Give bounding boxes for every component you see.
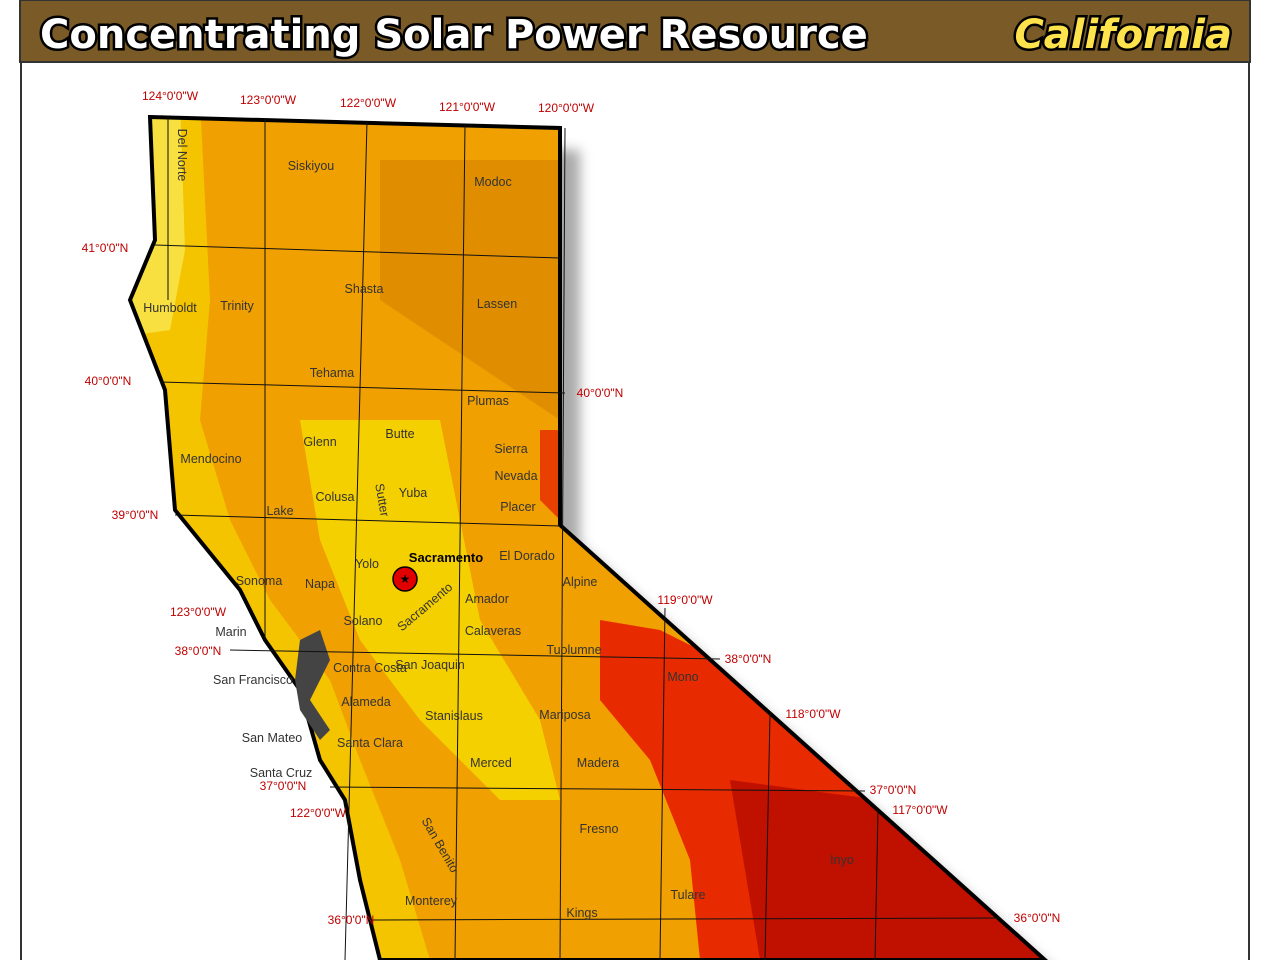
county-label: Mariposa — [539, 708, 590, 722]
header-bar — [19, 0, 1251, 63]
zone-dark-red — [730, 780, 1045, 960]
county-label: Plumas — [467, 394, 509, 408]
coordinate-label: 123°0'0"W — [240, 93, 297, 107]
county-label: Nevada — [494, 469, 537, 483]
county-label: Calaveras — [465, 624, 521, 638]
county-label: San Mateo — [242, 731, 303, 745]
coordinate-label: 119°0'0"W — [657, 593, 713, 607]
county-label: San Joaquin — [395, 658, 465, 672]
county-label: Monterey — [405, 894, 458, 908]
county-label: Alpine — [563, 575, 598, 589]
title: Concentrating Solar Power Resource — [40, 12, 868, 58]
coordinate-label: 37°0'0"N — [260, 779, 307, 793]
county-label: El Dorado — [499, 549, 555, 563]
county-label: Siskiyou — [288, 159, 335, 173]
county-label: San Francisco — [213, 673, 293, 687]
county-label: Tulare — [671, 888, 706, 902]
coordinate-label: 37°0'0"N — [870, 783, 917, 797]
county-label: Shasta — [345, 282, 384, 296]
coordinate-label: 120°0'0"W — [538, 101, 595, 115]
region: California — [1014, 12, 1232, 58]
county-label: Colusa — [316, 490, 355, 504]
county-label: Mono — [667, 670, 698, 684]
county-label: Tehama — [310, 366, 355, 380]
coordinate-label: 41°0'0"N — [82, 241, 129, 255]
county-label: Glenn — [303, 435, 336, 449]
county-label: Contra Costa — [333, 661, 407, 675]
zone-yellow-valley — [300, 420, 560, 800]
coordinate-label: 124°0'0"W — [142, 89, 199, 103]
county-label: Modoc — [474, 175, 512, 189]
county-label: Kings — [566, 906, 597, 920]
zone-red — [540, 430, 560, 520]
county-label: Tuolumne — [546, 643, 601, 657]
coordinate-label: 40°0'0"N — [85, 374, 132, 388]
county-label: Mendocino — [180, 452, 241, 466]
coordinate-label: 36°0'0"N — [1014, 911, 1061, 925]
coordinate-label: 38°0'0"N — [725, 652, 772, 666]
coordinate-label: 36°0'0"N — [328, 913, 375, 927]
county-label: Marin — [215, 625, 246, 639]
zone-dark-orange — [380, 160, 560, 420]
coordinate-label: 123°0'0"W — [170, 605, 227, 619]
coordinate-label: 121°0'0"W — [439, 100, 496, 114]
county-label: Humboldt — [143, 301, 197, 315]
county-label: Madera — [577, 756, 619, 770]
county-label: Stanislaus — [425, 709, 483, 723]
county-label: Santa Clara — [337, 736, 403, 750]
county-label: Yuba — [399, 486, 428, 500]
county-label: Butte — [385, 427, 414, 441]
coordinate-label: 38°0'0"N — [175, 644, 222, 658]
coordinate-label: 39°0'0"N — [112, 508, 159, 522]
coordinate-label: 118°0'0"W — [785, 707, 841, 721]
county-label: Del Norte — [175, 129, 189, 182]
coordinate-label: 40°0'0"N — [577, 386, 624, 400]
county-label: Fresno — [580, 822, 619, 836]
county-label: Sutter — [372, 482, 392, 517]
coordinate-label: 122°0'0"W — [340, 96, 397, 110]
capital-star: ★ — [400, 572, 411, 586]
bay — [295, 630, 330, 740]
graticule — [154, 117, 1001, 960]
county-label: Amador — [465, 592, 509, 606]
county-label: Sonoma — [236, 574, 283, 588]
county-label: Yolo — [355, 557, 379, 571]
county-label: Sierra — [494, 442, 527, 456]
county-label: Napa — [305, 577, 335, 591]
county-label: Santa Cruz — [250, 766, 313, 780]
capital-label: Sacramento — [409, 550, 483, 565]
coordinate-label: 122°0'0"W — [290, 806, 347, 820]
county-label: Inyo — [830, 853, 854, 867]
county-label: Lake — [266, 504, 293, 518]
county-label: Alameda — [341, 695, 390, 709]
county-label: Lassen — [477, 297, 517, 311]
county-label: Placer — [500, 500, 535, 514]
county-label: Solano — [344, 614, 383, 628]
coordinate-label: 117°0'0"W — [892, 803, 948, 817]
capital-marker — [392, 566, 418, 592]
county-label: Trinity — [220, 299, 254, 313]
county-label: Merced — [470, 756, 512, 770]
